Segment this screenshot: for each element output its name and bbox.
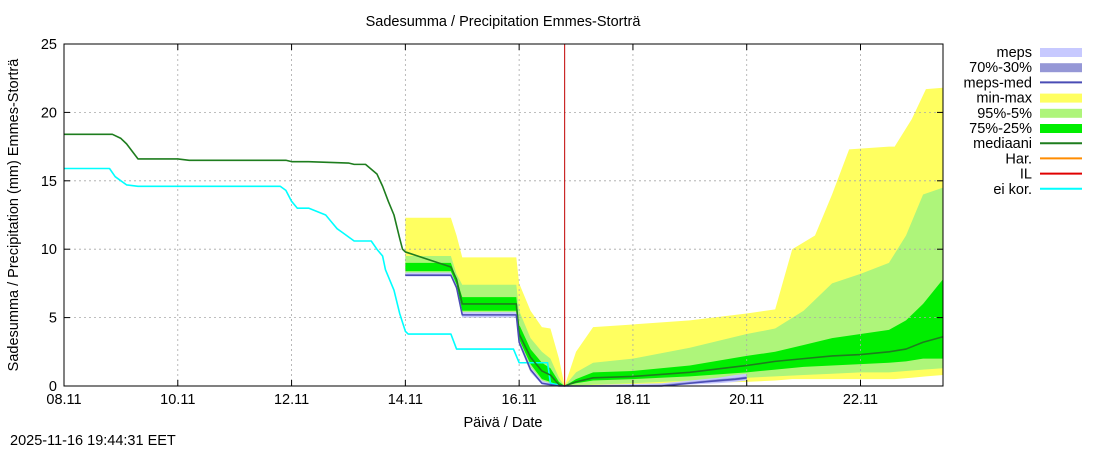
legend: meps70%-30%meps-medmin-max95%-5%75%-25%m… — [964, 45, 1082, 198]
x-tick-label: 08.11 — [46, 392, 81, 408]
x-tick-label: 16.11 — [502, 392, 537, 408]
legend-label: min-max — [976, 91, 1032, 107]
series-line-meps-med — [405, 274, 747, 387]
legend-item-95-5-: 95%-5% — [977, 106, 1082, 122]
legend-item-mediaani: mediaani — [973, 136, 1082, 152]
x-tick-label: 10.11 — [160, 392, 195, 408]
y-tick-label: 20 — [41, 105, 57, 121]
tick-layer: 08.11 10.11 12.11 14.11 16.11 18.11 20.11 22.11… — [41, 37, 943, 408]
legend-label: IL — [1020, 167, 1032, 183]
legend-swatch — [1040, 93, 1082, 103]
legend-label: 70%-30% — [969, 60, 1032, 76]
x-tick-label: 14.11 — [388, 392, 423, 408]
band-layer — [405, 87, 943, 386]
x-tick-label: 20.11 — [729, 392, 764, 408]
legend-label: ei kor. — [993, 182, 1032, 198]
legend-swatch — [1040, 108, 1082, 118]
legend-item-min-max: min-max — [976, 91, 1082, 107]
legend-label: mediaani — [973, 136, 1032, 152]
plot-frame — [63, 43, 944, 387]
legend-item-70-30-: 70%-30% — [969, 60, 1082, 76]
y-tick-label: 25 — [41, 37, 57, 53]
y-tick-label: 10 — [41, 242, 57, 258]
legend-swatch — [1040, 48, 1082, 57]
grid-layer — [64, 44, 943, 386]
legend-item-meps-med: meps-med — [964, 75, 1082, 91]
band-75-25--future — [564, 279, 943, 386]
x-tick-label: 12.11 — [274, 392, 309, 408]
legend-item-meps: meps — [997, 45, 1082, 61]
legend-label: Har. — [1005, 151, 1032, 167]
legend-label: meps — [997, 45, 1032, 61]
legend-label: 75%-25% — [969, 121, 1032, 137]
x-axis-label: Päivä / Date — [464, 415, 543, 431]
y-tick-label: 15 — [41, 174, 57, 190]
y-axis-label: Sadesumma / Precipitation (mm) Emmes-Sto… — [6, 58, 22, 372]
legend-label: meps-med — [964, 75, 1033, 91]
legend-item-il: IL — [1020, 167, 1082, 183]
line-layer — [64, 44, 944, 387]
chart-title: Sadesumma / Precipitation Emmes-Storträ — [366, 14, 642, 30]
legend-swatch — [1040, 63, 1082, 73]
series-line-ei-kor- — [64, 167, 565, 387]
legend-item-har-: Har. — [1005, 151, 1082, 167]
x-tick-label: 18.11 — [615, 392, 650, 408]
x-tick-label: 22.11 — [843, 392, 878, 408]
legend-item-ei-kor-: ei kor. — [993, 182, 1082, 198]
timestamp: 2025-11-16 19:44:31 EET — [10, 433, 176, 449]
y-tick-label: 0 — [49, 379, 57, 395]
series-line-mediaani — [64, 133, 944, 387]
legend-label: 95%-5% — [977, 106, 1032, 122]
legend-swatch — [1040, 124, 1082, 133]
legend-item-75-25-: 75%-25% — [969, 121, 1082, 137]
y-tick-label: 5 — [49, 311, 57, 327]
